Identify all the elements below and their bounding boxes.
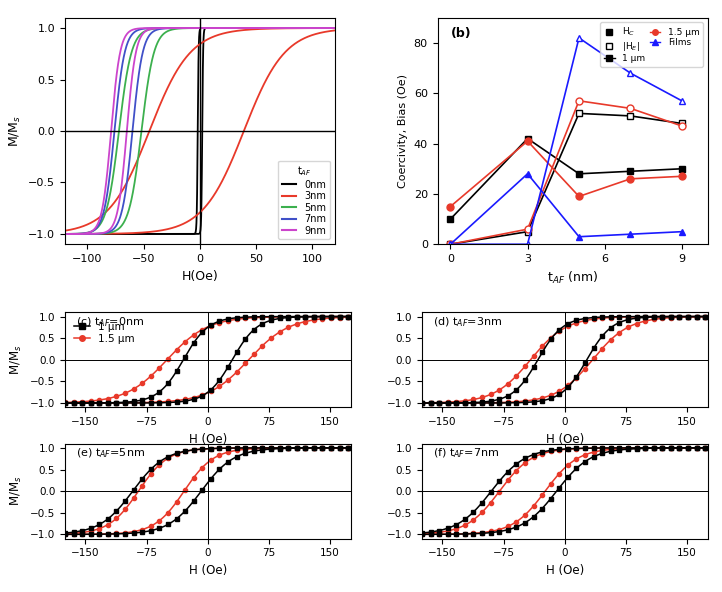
- X-axis label: H (Oe): H (Oe): [188, 564, 227, 577]
- Text: (c) t$_{AF}$=0nm: (c) t$_{AF}$=0nm: [77, 315, 144, 329]
- Y-axis label: M/M$_s$: M/M$_s$: [8, 115, 22, 147]
- Y-axis label: M/M$_s$: M/M$_s$: [9, 476, 25, 506]
- X-axis label: H (Oe): H (Oe): [188, 433, 227, 446]
- X-axis label: H (Oe): H (Oe): [546, 564, 584, 577]
- Text: (f) t$_{AF}$=7nm: (f) t$_{AF}$=7nm: [433, 446, 500, 460]
- Text: (d) t$_{AF}$=3nm: (d) t$_{AF}$=3nm: [433, 315, 503, 329]
- X-axis label: H(Oe): H(Oe): [182, 269, 218, 282]
- Y-axis label: M/M$_s$: M/M$_s$: [9, 345, 25, 375]
- Legend: 0nm, 3nm, 5nm, 7nm, 9nm: 0nm, 3nm, 5nm, 7nm, 9nm: [278, 160, 330, 239]
- X-axis label: t$_{AF}$ (nm): t$_{AF}$ (nm): [547, 269, 598, 286]
- Y-axis label: Coercivity, Bias (Oe): Coercivity, Bias (Oe): [398, 74, 408, 188]
- Legend: 1 µm, 1.5 µm: 1 µm, 1.5 µm: [70, 317, 139, 348]
- Text: (b): (b): [451, 27, 471, 40]
- X-axis label: H (Oe): H (Oe): [546, 433, 584, 446]
- Legend: H$_C$, |H$_E$|, 1 µm, 1.5 µm, Films: H$_C$, |H$_E$|, 1 µm, 1.5 µm, Films: [600, 22, 703, 67]
- Text: (e) t$_{AF}$=5nm: (e) t$_{AF}$=5nm: [77, 446, 145, 460]
